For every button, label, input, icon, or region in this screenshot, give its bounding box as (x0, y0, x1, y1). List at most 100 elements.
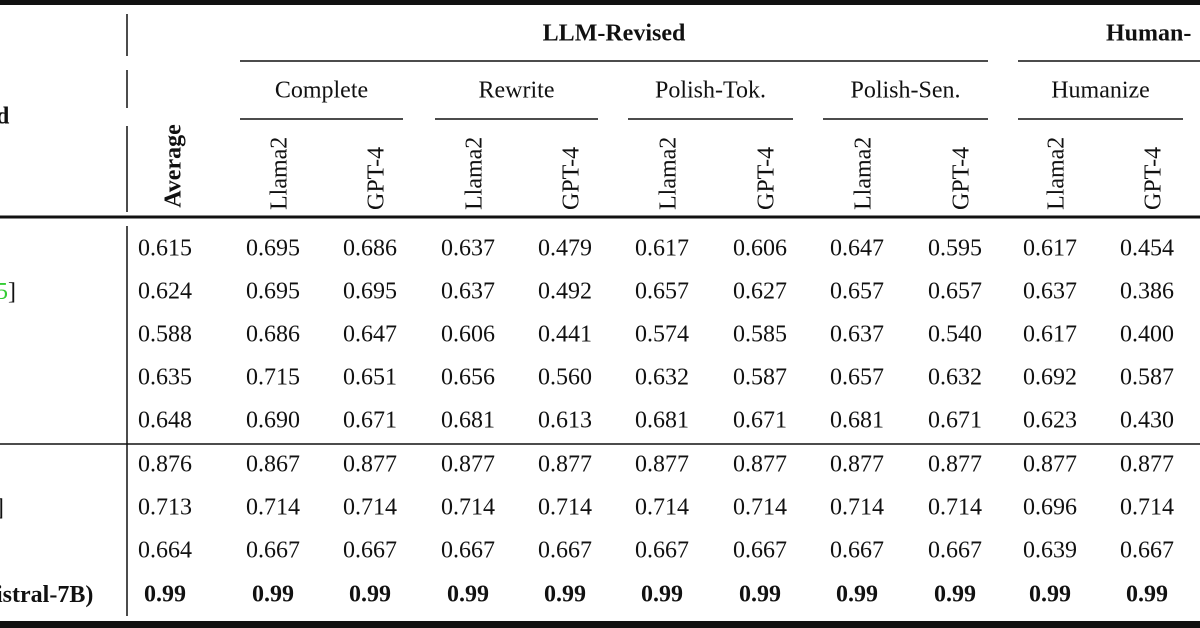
cell: 0.99 (349, 582, 391, 608)
cell: 0.99 (447, 582, 489, 608)
cell: 0.627 (733, 279, 787, 305)
row-header: d (0, 104, 10, 130)
cell: 0.657 (830, 365, 884, 391)
cell: 0.714 (635, 495, 689, 521)
row-label: 5] (0, 279, 16, 305)
cell: 0.667 (441, 538, 495, 564)
cell: 0.632 (928, 365, 982, 391)
cell: 0.714 (830, 495, 884, 521)
cell: 0.671 (928, 408, 982, 434)
model-header: GPT-4 (949, 147, 975, 210)
cell: 0.656 (441, 365, 495, 391)
model-header: Llama2 (462, 137, 488, 210)
cell: 0.877 (635, 452, 689, 478)
cell: 0.623 (1023, 408, 1077, 434)
cell: 0.492 (538, 279, 592, 305)
cell: 0.681 (635, 408, 689, 434)
cell: 0.574 (635, 322, 689, 348)
row-label-part: ] (0, 495, 4, 521)
cell: 0.430 (1120, 408, 1174, 434)
cell: 0.877 (343, 452, 397, 478)
model-header: GPT-4 (364, 147, 390, 210)
subgroup-header: Polish-Sen. (850, 78, 960, 104)
cell: 0.664 (138, 538, 192, 564)
cell: 0.877 (1120, 452, 1174, 478)
cell: 0.637 (830, 322, 884, 348)
model-header: Llama2 (267, 137, 293, 210)
cell: 0.454 (1120, 236, 1174, 262)
cell: 0.99 (1029, 582, 1071, 608)
cell: 0.696 (1023, 495, 1077, 521)
cell: 0.714 (1120, 495, 1174, 521)
cell: 0.540 (928, 322, 982, 348)
cell: 0.667 (733, 538, 787, 564)
cell: 0.647 (343, 322, 397, 348)
cell: 0.400 (1120, 322, 1174, 348)
cell: 0.613 (538, 408, 592, 434)
cell: 0.99 (739, 582, 781, 608)
cell: 0.877 (928, 452, 982, 478)
model-header: GPT-4 (1141, 147, 1167, 210)
cell: 0.647 (830, 236, 884, 262)
row-label: istral-7B) (0, 582, 93, 608)
cell: 0.714 (733, 495, 787, 521)
cell: 0.686 (343, 236, 397, 262)
cell: 0.587 (733, 365, 787, 391)
model-header: GPT-4 (559, 147, 585, 210)
model-header: GPT-4 (754, 147, 780, 210)
cell: 0.637 (441, 236, 495, 262)
subgroup-header: Polish-Tok. (655, 78, 766, 104)
cell: 0.877 (830, 452, 884, 478)
group-header: LLM-Revised (543, 21, 686, 47)
cell: 0.99 (544, 582, 586, 608)
cell: 0.690 (246, 408, 300, 434)
cell: 0.713 (138, 495, 192, 521)
cell: 0.877 (1023, 452, 1077, 478)
cell: 0.99 (144, 582, 186, 608)
cell: 0.606 (441, 322, 495, 348)
cell: 0.695 (343, 279, 397, 305)
cell: 0.617 (1023, 322, 1077, 348)
cell: 0.99 (252, 582, 294, 608)
cell: 0.695 (246, 279, 300, 305)
cell: 0.624 (138, 279, 192, 305)
cell: 0.606 (733, 236, 787, 262)
cell: 0.714 (343, 495, 397, 521)
top-rule (0, 0, 1200, 5)
cell: 0.585 (733, 322, 787, 348)
cell: 0.99 (836, 582, 878, 608)
cell: 0.667 (538, 538, 592, 564)
cell: 0.637 (1023, 279, 1077, 305)
model-header: Llama2 (1044, 137, 1070, 210)
cell: 0.441 (538, 322, 592, 348)
cell: 0.479 (538, 236, 592, 262)
cell: 0.667 (343, 538, 397, 564)
cell: 0.99 (641, 582, 683, 608)
cell: 0.667 (1120, 538, 1174, 564)
cell: 0.695 (246, 236, 300, 262)
row-label: ] (0, 495, 4, 521)
cell: 0.867 (246, 452, 300, 478)
cell: 0.639 (1023, 538, 1077, 564)
bottom-rule (0, 621, 1200, 628)
subgroup-header: Rewrite (479, 78, 555, 104)
cell: 0.877 (733, 452, 787, 478)
model-header: Llama2 (851, 137, 877, 210)
cell: 0.386 (1120, 279, 1174, 305)
cell: 0.667 (830, 538, 884, 564)
cell: 0.667 (635, 538, 689, 564)
cell: 0.637 (441, 279, 495, 305)
cell: 0.657 (635, 279, 689, 305)
cell: 0.617 (1023, 236, 1077, 262)
cell: 0.635 (138, 365, 192, 391)
cell: 0.686 (246, 322, 300, 348)
cell: 0.714 (246, 495, 300, 521)
cell: 0.617 (635, 236, 689, 262)
subgroup-header: Complete (275, 78, 368, 104)
cell: 0.681 (830, 408, 884, 434)
cell: 0.877 (538, 452, 592, 478)
cell: 0.714 (441, 495, 495, 521)
cell: 0.657 (928, 279, 982, 305)
model-header: Llama2 (656, 137, 682, 210)
